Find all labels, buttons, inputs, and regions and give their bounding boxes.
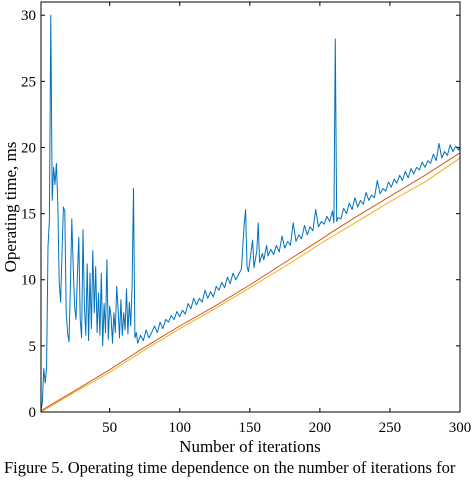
series-line-2: [40, 152, 461, 412]
y-axis-label: Operating time, ms: [1, 142, 20, 273]
plot-frame: [40, 1, 461, 413]
y-tick-label: 20: [21, 140, 36, 156]
y-tick-label: 25: [21, 74, 36, 90]
plot-series-group: [40, 14, 461, 413]
y-tick-label: 15: [21, 207, 36, 223]
series-line-3: [40, 157, 461, 413]
y-tick-label: 5: [29, 339, 37, 355]
x-tick-label: 300: [449, 420, 472, 436]
x-tick-label: 100: [168, 420, 191, 436]
y-tick-label: 30: [21, 8, 36, 24]
x-tick-label: 50: [102, 420, 117, 436]
series-line-1: [40, 14, 461, 411]
x-tick-label: 150: [239, 420, 262, 436]
line-chart: 50 100 150 200 250 300 0 5 10 15 20 25 30 Number of …: [1, 1, 472, 456]
y-tick-label: 0: [29, 405, 37, 421]
x-axis-label: Number of iterations: [179, 437, 321, 456]
x-tick-label: 200: [309, 420, 332, 436]
x-tick-label: 250: [379, 420, 402, 436]
figure-caption: Figure 5. Operating time dependence on t…: [4, 458, 456, 477]
y-tick-label: 10: [21, 273, 36, 289]
